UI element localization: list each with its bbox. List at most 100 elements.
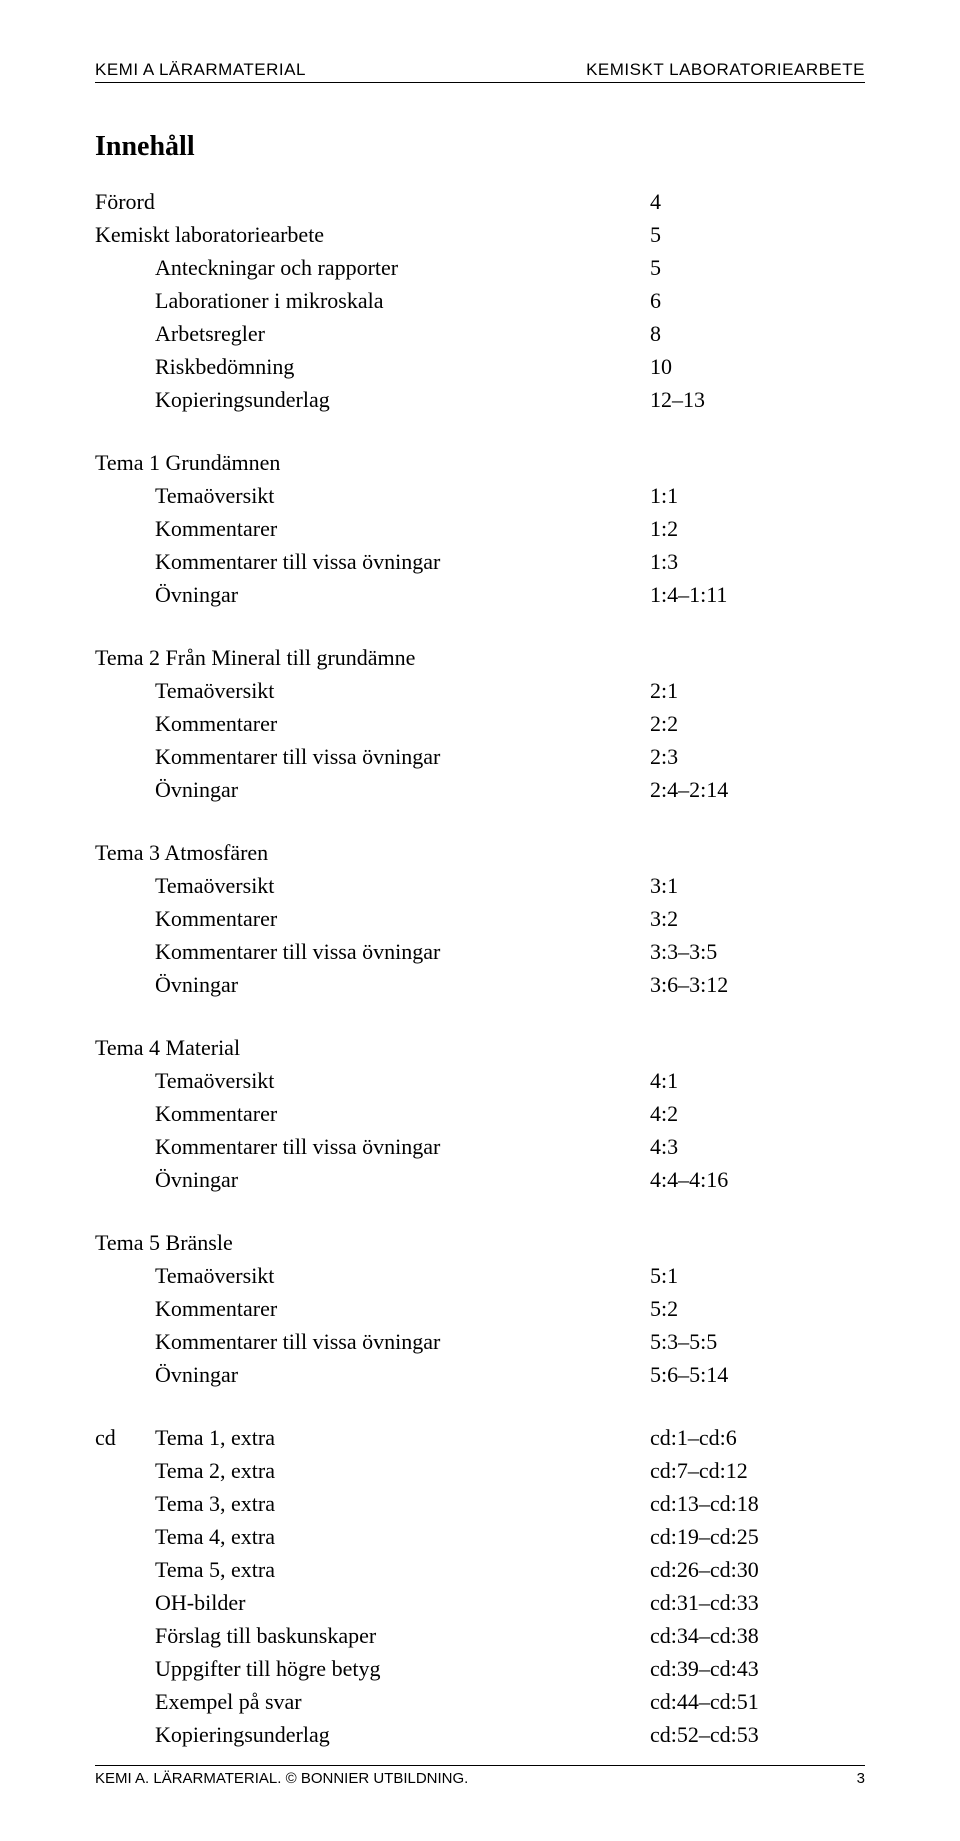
toc-row-page: 3:1 — [650, 869, 865, 902]
toc-row-page: cd:26–cd:30 — [650, 1553, 865, 1586]
toc-row-label-text: Kommentarer till vissa övningar — [155, 1134, 440, 1159]
page-footer: KEMI A. LÄRARMATERIAL. © BONNIER UTBILDN… — [95, 1765, 865, 1787]
toc-block: cdTema 1, extracd:1–cd:6Tema 2, extracd:… — [95, 1421, 865, 1751]
toc-row-page: cd:52–cd:53 — [650, 1718, 865, 1751]
toc-row-page: 4:4–4:16 — [650, 1163, 865, 1196]
footer-left: KEMI A. LÄRARMATERIAL. © BONNIER UTBILDN… — [95, 1770, 468, 1787]
toc-row-page: 4:1 — [650, 1064, 865, 1097]
toc-row-label-text: Tema 2, extra — [155, 1458, 275, 1483]
toc-row-label-text: Tema 4, extra — [155, 1524, 275, 1549]
toc-row-label: Exempel på svar — [95, 1685, 650, 1718]
toc-heading-row: Tema 5 Bränsle — [95, 1226, 865, 1259]
toc-row-label: Förslag till baskunskaper — [95, 1619, 650, 1652]
toc-row: Kommentarer4:2 — [95, 1097, 865, 1130]
toc-heading-row: Tema 1 Grundämnen — [95, 446, 865, 479]
toc-row-label: Tema 4, extra — [95, 1520, 650, 1553]
toc-row: Temaöversikt5:1 — [95, 1259, 865, 1292]
toc-row: Laborationer i mikroskala6 — [95, 284, 865, 317]
toc-row-label: Uppgifter till högre betyg — [95, 1652, 650, 1685]
toc-row-page: 2:3 — [650, 740, 865, 773]
toc-row-label: Förord — [95, 185, 650, 218]
toc-row-label: Tema 5, extra — [95, 1553, 650, 1586]
toc-row-page: 1:1 — [650, 479, 865, 512]
table-of-contents: Förord4Kemiskt laboratoriearbete5Anteckn… — [95, 185, 865, 1751]
toc-block: Förord4Kemiskt laboratoriearbete5Anteckn… — [95, 185, 865, 416]
toc-row-label-text: Kemiskt laboratoriearbete — [95, 222, 324, 247]
toc-row-label: Kommentarer — [95, 512, 650, 545]
header-right: KEMISKT LABORATORIEARBETE — [586, 60, 865, 80]
page-header: KEMI A LÄRARMATERIAL KEMISKT LABORATORIE… — [95, 60, 865, 83]
toc-row: Kemiskt laboratoriearbete5 — [95, 218, 865, 251]
toc-row-page: 1:2 — [650, 512, 865, 545]
toc-row-page: cd:31–cd:33 — [650, 1586, 865, 1619]
toc-row-label-text: Kommentarer — [155, 906, 277, 931]
toc-row-label-text: Uppgifter till högre betyg — [155, 1656, 380, 1681]
toc-row-label: Kopieringsunderlag — [95, 1718, 650, 1751]
toc-row-page: cd:1–cd:6 — [650, 1421, 865, 1454]
toc-row-label-text: Tema 5, extra — [155, 1557, 275, 1582]
toc-row-label: Laborationer i mikroskala — [95, 284, 650, 317]
toc-row: Tema 2, extracd:7–cd:12 — [95, 1454, 865, 1487]
toc-row-page: 5 — [650, 251, 865, 284]
toc-row: Kommentarer till vissa övningar 2:3 — [95, 740, 865, 773]
toc-row-label: Kommentarer till vissa övningar — [95, 935, 650, 968]
footer-right: 3 — [857, 1770, 865, 1787]
toc-row-label-text: Kommentarer — [155, 711, 277, 736]
toc-row-label-text: Exempel på svar — [155, 1689, 302, 1714]
toc-row-label: Övningar — [95, 1163, 650, 1196]
toc-row-page: 10 — [650, 350, 865, 383]
toc-row-label-text: Övningar — [155, 972, 238, 997]
toc-row-label-text: Övningar — [155, 1362, 238, 1387]
toc-row-label-text: Kommentarer — [155, 516, 277, 541]
toc-row-label-text: Temaöversikt — [155, 483, 274, 508]
toc-heading-row: Tema 3 Atmosfären — [95, 836, 865, 869]
toc-row-label: Tema 3, extra — [95, 1487, 650, 1520]
toc-row: Övningar3:6–3:12 — [95, 968, 865, 1001]
toc-row-label: Kommentarer — [95, 707, 650, 740]
toc-row-page: 5:2 — [650, 1292, 865, 1325]
toc-heading-label: Tema 4 Material — [95, 1031, 650, 1064]
toc-row-label-text: Kommentarer till vissa övningar — [155, 744, 440, 769]
toc-row-label: cdTema 1, extra — [95, 1421, 650, 1454]
toc-row-label-text: Temaöversikt — [155, 678, 274, 703]
toc-row: Förslag till baskunskapercd:34–cd:38 — [95, 1619, 865, 1652]
toc-row-page: cd:19–cd:25 — [650, 1520, 865, 1553]
toc-heading-page — [650, 1031, 865, 1064]
toc-heading-page — [650, 836, 865, 869]
toc-row-page: 12–13 — [650, 383, 865, 416]
toc-row-label: Kommentarer — [95, 1097, 650, 1130]
toc-row: Tema 4, extra cd:19–cd:25 — [95, 1520, 865, 1553]
toc-row-label: Kommentarer till vissa övningar — [95, 1130, 650, 1163]
toc-row: Temaöversikt 1:1 — [95, 479, 865, 512]
header-left: KEMI A LÄRARMATERIAL — [95, 60, 306, 80]
toc-row-label: Kemiskt laboratoriearbete — [95, 218, 650, 251]
toc-row: Temaöversikt 3:1 — [95, 869, 865, 902]
toc-row: Övningar5:6–5:14 — [95, 1358, 865, 1391]
toc-row-page: 4:2 — [650, 1097, 865, 1130]
toc-row-label-text: Förord — [95, 189, 155, 214]
toc-row: Förord4 — [95, 185, 865, 218]
toc-row-page: 2:1 — [650, 674, 865, 707]
toc-row-label-text: Kommentarer till vissa övningar — [155, 549, 440, 574]
toc-row-label-text: Temaöversikt — [155, 873, 274, 898]
toc-row-label: Kommentarer till vissa övningar — [95, 1325, 650, 1358]
toc-row-label-text: Kommentarer — [155, 1296, 277, 1321]
toc-row-label: Temaöversikt — [95, 674, 650, 707]
toc-row-label: Tema 2, extra — [95, 1454, 650, 1487]
toc-block: Tema 3 AtmosfärenTemaöversikt3:1Kommenta… — [95, 836, 865, 1001]
toc-row-label: Kopieringsunderlag — [95, 383, 650, 416]
toc-heading-row: Tema 2 Från Mineral till grundämne — [95, 641, 865, 674]
toc-row: Kommentarer2:2 — [95, 707, 865, 740]
toc-row: Riskbedömning10 — [95, 350, 865, 383]
toc-row-label-text: Tema 3, extra — [155, 1491, 275, 1516]
toc-row-label: Riskbedömning — [95, 350, 650, 383]
toc-row-page: cd:13–cd:18 — [650, 1487, 865, 1520]
toc-row-page: 1:3 — [650, 545, 865, 578]
toc-row-page: 3:3–3:5 — [650, 935, 865, 968]
toc-row-label: Kommentarer — [95, 902, 650, 935]
toc-row-label: Kommentarer till vissa övningar — [95, 740, 650, 773]
toc-row-label: Övningar — [95, 1358, 650, 1391]
toc-row-label-text: Förslag till baskunskaper — [155, 1623, 376, 1648]
toc-row-label-text: Kommentarer till vissa övningar — [155, 1329, 440, 1354]
toc-row-page: 3:2 — [650, 902, 865, 935]
